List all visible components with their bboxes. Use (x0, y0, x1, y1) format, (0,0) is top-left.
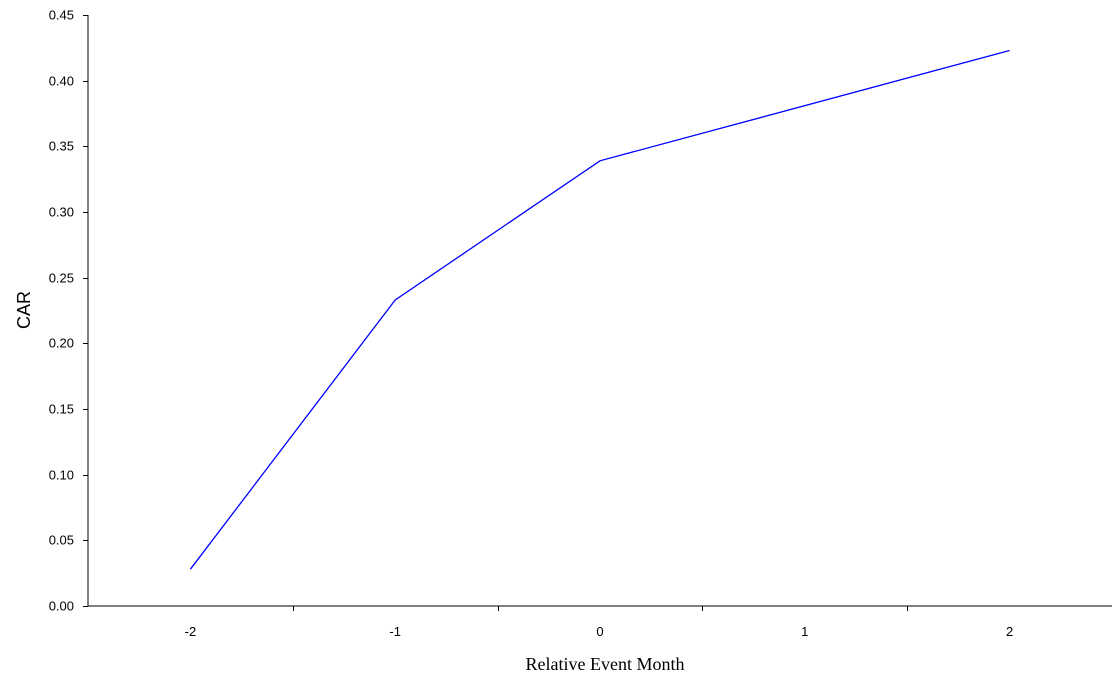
y-tick-label: 0.20 (49, 336, 74, 351)
series-line (189, 49, 1010, 570)
y-axis-ticks: 0.00 0.05 0.10 0.15 0.20 0.25 0.30 0.35 0.40 0.45 (49, 8, 88, 614)
x-tick-label: -2 (185, 624, 197, 639)
x-tick-label: -1 (389, 624, 401, 639)
y-tick-label: 0.30 (49, 205, 74, 220)
x-tick-label: 1 (801, 624, 808, 639)
x-axis-ticks: -2 -1 0 1 2 (185, 606, 1013, 639)
x-tick-label: 2 (1006, 624, 1013, 639)
chart-axes (87, 15, 1112, 607)
y-tick-label: 0.40 (49, 74, 74, 89)
y-tick-label: 0.15 (49, 402, 74, 417)
x-axis-label: Relative Event Month (526, 654, 685, 674)
y-tick-label: 0.25 (49, 271, 74, 286)
y-tick-label: 0.45 (49, 8, 74, 23)
y-tick-label: 0.00 (49, 599, 74, 614)
y-tick-label: 0.10 (49, 468, 74, 483)
y-tick-label: 0.35 (49, 139, 74, 154)
series-layer (189, 49, 1010, 570)
y-axis-label: CAR (14, 291, 34, 329)
x-tick-label: 0 (596, 624, 603, 639)
y-tick-label: 0.05 (49, 533, 74, 548)
